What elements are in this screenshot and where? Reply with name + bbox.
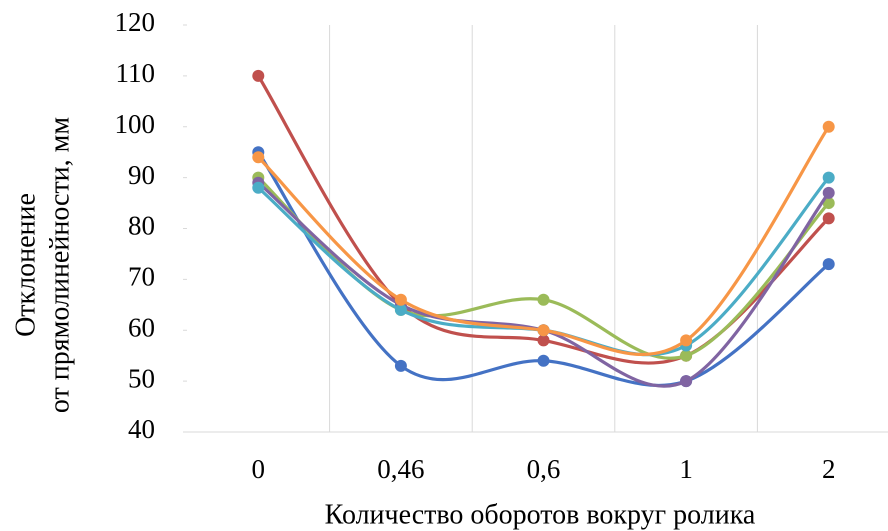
y-tick-label: 70 bbox=[128, 262, 155, 292]
point bbox=[822, 197, 835, 210]
series-line bbox=[256, 125, 831, 357]
y-tick-label: 90 bbox=[128, 160, 155, 190]
y-tick-label: 100 bbox=[115, 109, 156, 139]
point bbox=[680, 375, 693, 388]
point bbox=[252, 181, 265, 194]
point bbox=[394, 303, 407, 316]
x-axis-title: Количество оборотов вокруг ролика bbox=[325, 499, 756, 530]
point bbox=[537, 354, 550, 367]
x-tick-label: 0,6 bbox=[527, 454, 561, 484]
point bbox=[680, 334, 693, 347]
y-tick-label: 50 bbox=[128, 363, 155, 393]
point bbox=[394, 359, 407, 372]
y-axis-title: от прямолинейности, мм bbox=[44, 117, 75, 413]
x-tick-label: 2 bbox=[822, 454, 836, 484]
y-axis-title: Отклонение bbox=[10, 193, 41, 337]
point bbox=[822, 186, 835, 199]
point bbox=[252, 69, 265, 82]
point bbox=[537, 324, 550, 337]
x-tick-label: 0 bbox=[252, 454, 266, 484]
series-line bbox=[256, 150, 831, 387]
point bbox=[680, 349, 693, 362]
y-tick-label: 60 bbox=[128, 312, 155, 342]
point bbox=[822, 212, 835, 225]
point bbox=[537, 293, 550, 306]
point bbox=[394, 293, 407, 306]
x-tick-label: 1 bbox=[679, 454, 693, 484]
point bbox=[537, 334, 550, 347]
point bbox=[252, 151, 265, 164]
x-tick-label: 0,46 bbox=[377, 454, 424, 484]
y-tick-label: 120 bbox=[115, 7, 156, 37]
point bbox=[822, 258, 835, 271]
y-tick-label: 40 bbox=[128, 414, 155, 444]
y-tick-label: 80 bbox=[128, 211, 155, 241]
y-tick-label: 110 bbox=[116, 58, 156, 88]
point bbox=[822, 120, 835, 133]
series-line bbox=[256, 74, 831, 365]
point bbox=[822, 171, 835, 184]
